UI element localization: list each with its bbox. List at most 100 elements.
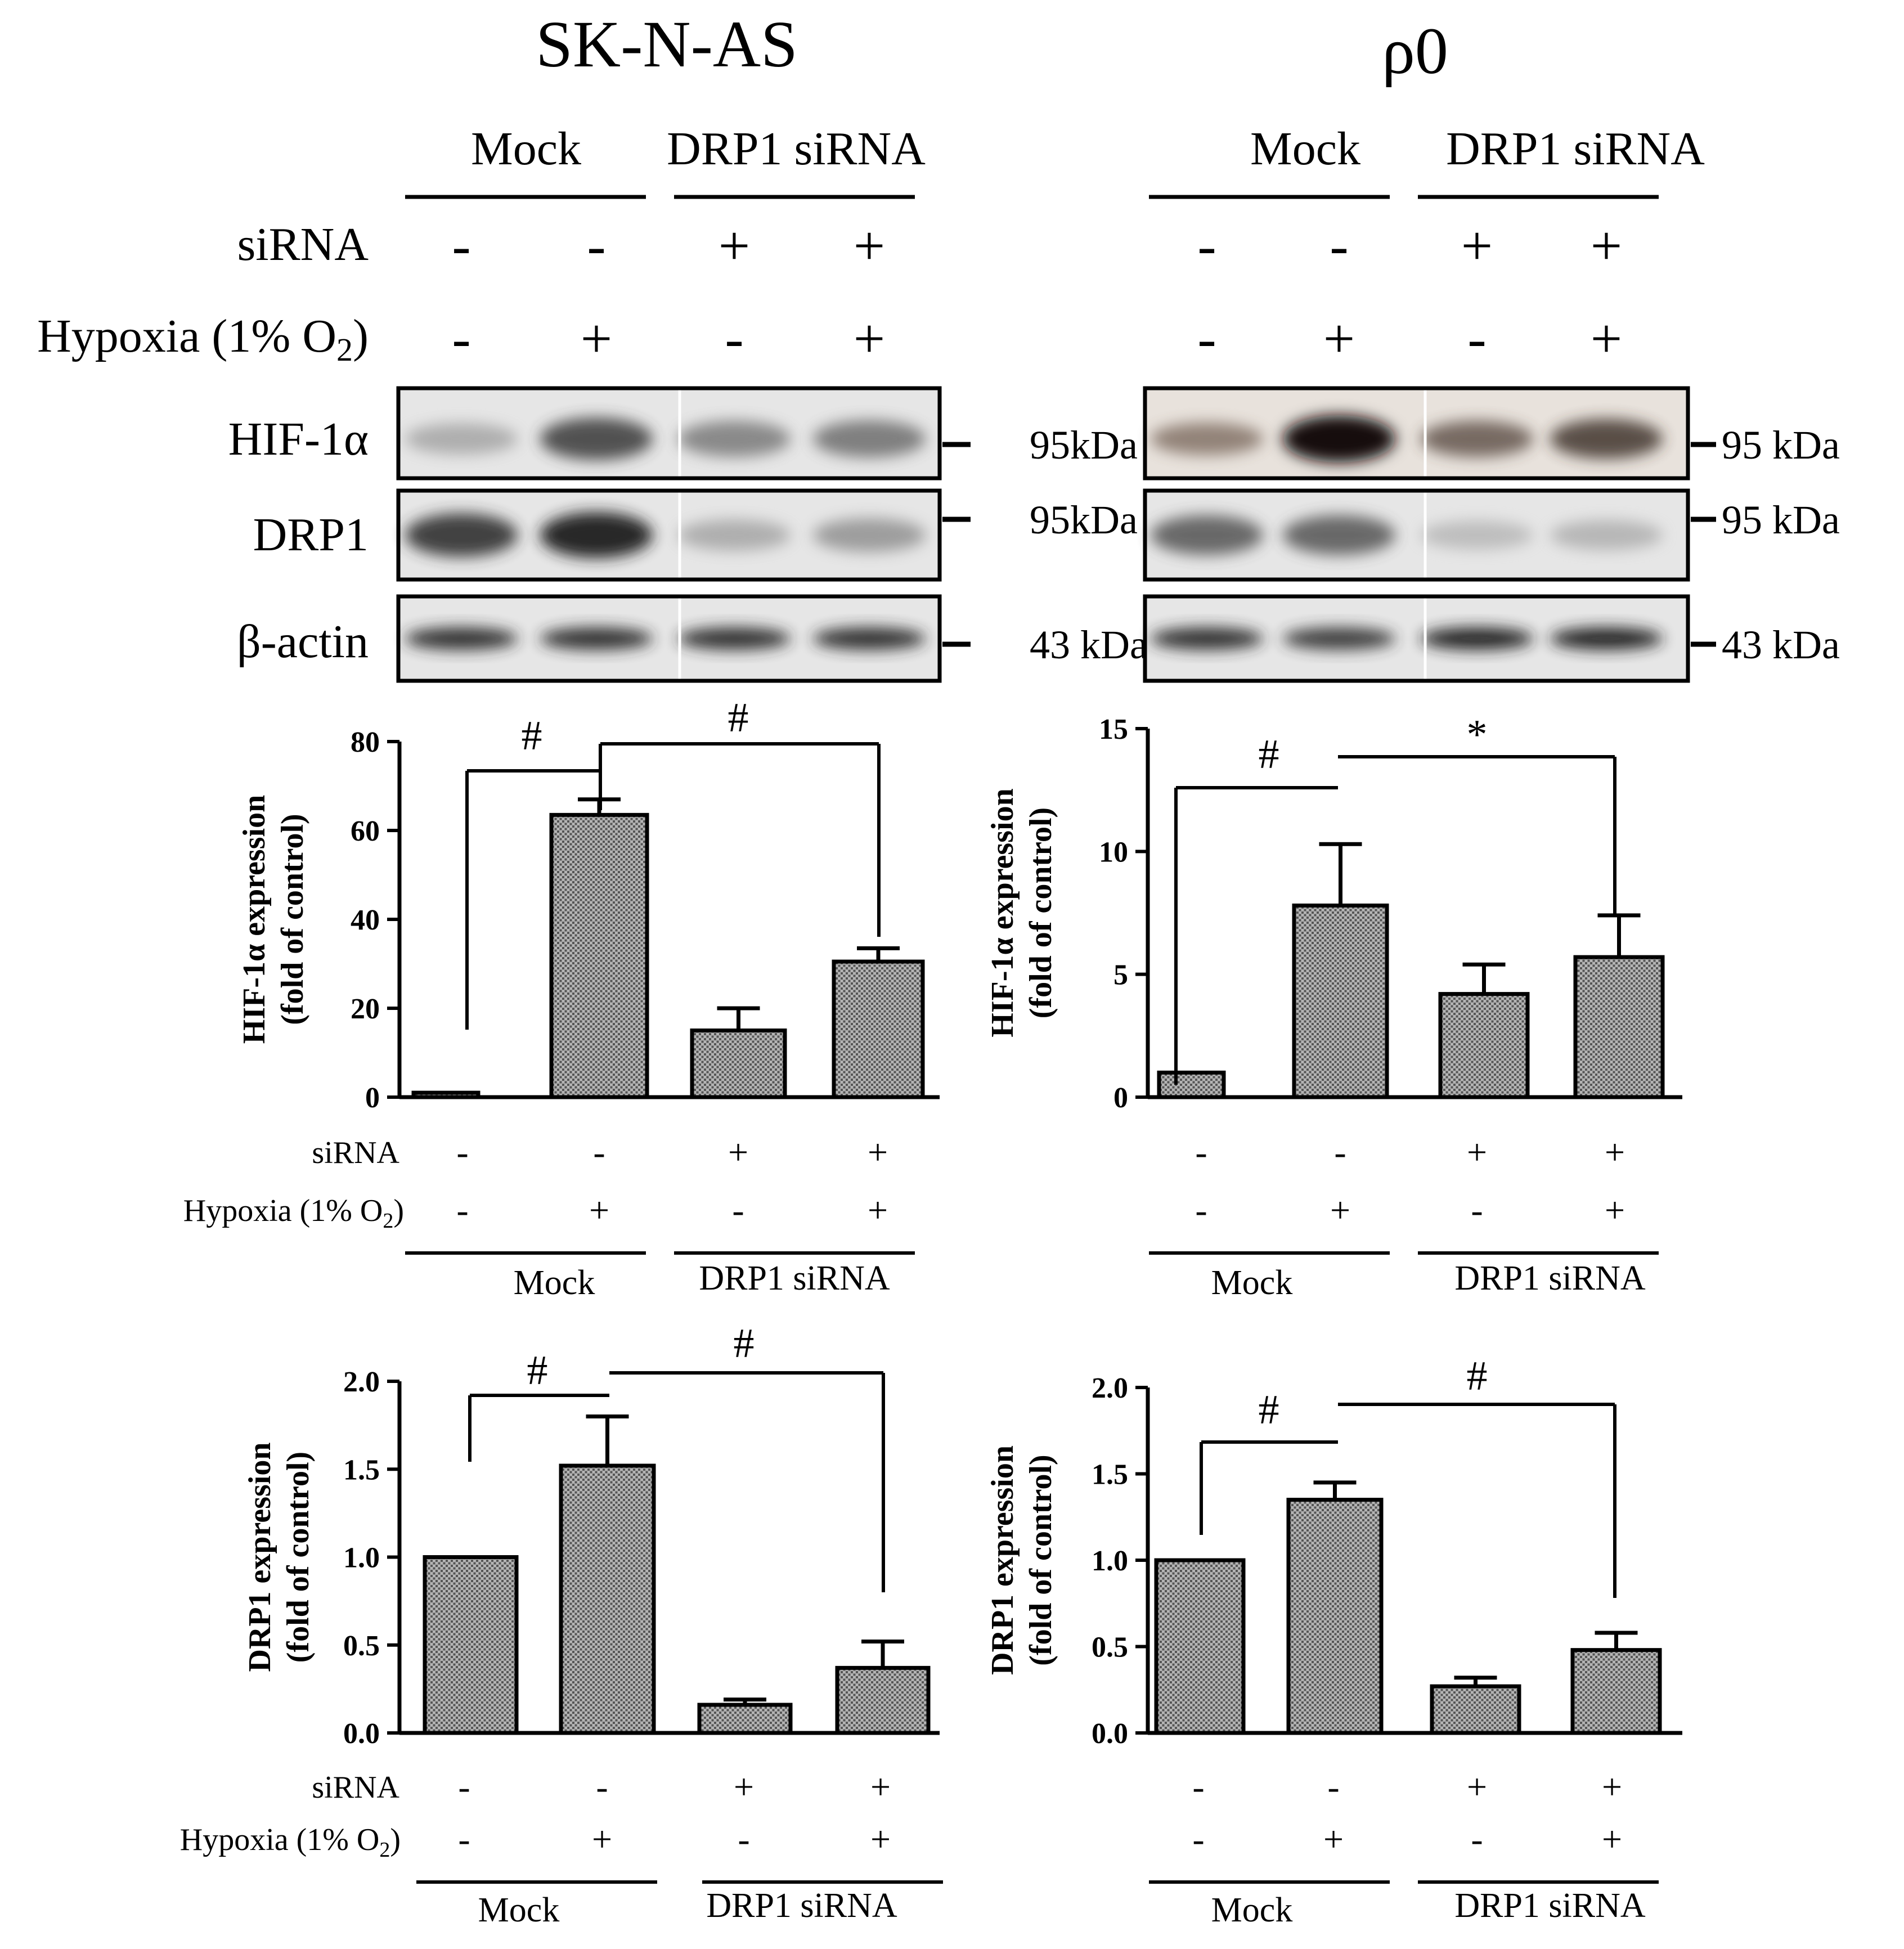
significance-bracket: * (1338, 712, 1616, 917)
chart-sirna-sign: + (1605, 1132, 1625, 1172)
chart-1: 0 20 40 60 80 HIF-1α expression (fold of contr… (183, 695, 940, 1302)
y-axis-label-line1: HIF-1α expression (985, 788, 1020, 1037)
blot-band (540, 512, 653, 558)
y-tick-label: 0 (365, 1082, 380, 1114)
significance-bracket: # (465, 713, 602, 1030)
chart-hypoxia-sign: - (738, 1819, 749, 1859)
group-label-mock: Mock (1250, 123, 1360, 175)
y-tick-label: 0.0 (1092, 1718, 1128, 1750)
chart-3: 0.0 0.5 1.0 1.5 2.0 DRP1 expression (fold of c… (180, 1321, 943, 1929)
hypoxia-suffix: ) (393, 1193, 404, 1228)
y-tick-label: 1.5 (343, 1454, 380, 1486)
chart-row-label-sirna: siRNA (312, 1770, 399, 1805)
blot-hypoxia-sign: + (1323, 307, 1355, 370)
blot-band (1421, 520, 1533, 550)
chart-sirna-sign: + (868, 1132, 888, 1172)
blot-panel: 95kDa DRP1 (253, 488, 1138, 582)
y-tick-label: 20 (351, 993, 380, 1025)
western-blots: 95kDa HIF-1α 95kDa DRP1 43 kDa β-actin 95 kDa 9… (228, 386, 1840, 683)
row-label-hypoxia: Hypoxia (1% O2) (37, 310, 369, 368)
y-axis-label: HIF-1α expression (fold of control) (985, 788, 1058, 1037)
blot-band (1283, 627, 1395, 650)
y-axis-label: HIF-1α expression (fold of control) (237, 795, 310, 1044)
blot-sirna-sign: + (719, 214, 750, 277)
y-axis-label-line2: (fold of control) (275, 814, 310, 1025)
group-label-drp1-sirna: DRP1 siRNA (1446, 123, 1705, 175)
blot-panel: 95 kDa (1143, 386, 1840, 480)
blot-frame (396, 594, 942, 683)
kda-label: 95 kDa (1722, 423, 1840, 468)
y-tick-label: 15 (1099, 713, 1128, 746)
y-axis-label: DRP1 expression (fold of control) (985, 1445, 1058, 1675)
band-label: DRP1 (253, 509, 369, 561)
blot-header-right: Mock DRP1 siRNA (1149, 123, 1705, 199)
blot-frame (1143, 594, 1690, 683)
blot-band (1283, 415, 1395, 462)
blot-sirna-sign: - (1197, 214, 1216, 277)
kda-label: 43 kDa (1722, 622, 1840, 667)
bar (1157, 1070, 1226, 1099)
blot-band (813, 518, 926, 552)
y-tick-label: 0 (1113, 1082, 1128, 1114)
chart-hypoxia-sign: + (1602, 1819, 1622, 1859)
group-label-mock: Mock (471, 123, 581, 175)
hypoxia-prefix: Hypoxia (1% O (180, 1822, 380, 1857)
bar (1438, 992, 1530, 1099)
bar (1573, 955, 1665, 1099)
band-label: β-actin (237, 616, 369, 668)
chart-hypoxia-sign: - (1195, 1190, 1207, 1230)
hypoxia-subscript: 2 (336, 331, 353, 368)
chart-hypoxia-sign: + (868, 1190, 888, 1230)
bar (411, 1090, 481, 1099)
group-label-drp1-sirna: DRP1 siRNA (1454, 1887, 1646, 1925)
blot-band (1151, 423, 1263, 455)
significance-label: # (1467, 1353, 1488, 1399)
chart-sirna-sign: - (458, 1767, 470, 1807)
blot-band (1421, 627, 1533, 650)
y-tick-label: 0.5 (1092, 1632, 1128, 1664)
y-tick-label: 60 (351, 815, 380, 847)
blot-hypoxia-sign: + (581, 307, 612, 370)
chart-sirna-sign: - (1192, 1767, 1204, 1807)
chart-2: 0 5 10 15 HIF-1α expression (fold of control)… (985, 712, 1682, 1302)
blot-panel: 43 kDa β-actin (237, 594, 1148, 683)
blot-band (1421, 420, 1533, 457)
bar (549, 812, 649, 1099)
blot-band (405, 423, 518, 455)
group-label-mock: Mock (1211, 1264, 1293, 1302)
blot-sirna-sign: - (587, 214, 605, 277)
bar (1286, 1498, 1384, 1735)
chart-hypoxia-sign: + (592, 1819, 612, 1859)
group-label-mock: Mock (514, 1264, 595, 1302)
kda-label: 43 kDa (1030, 622, 1148, 667)
blot-band (1550, 520, 1663, 550)
significance-bracket: # (1200, 1387, 1338, 1535)
chart-hypoxia-sign: - (1471, 1819, 1483, 1859)
y-tick-label: 1.0 (1092, 1545, 1128, 1577)
chart-hypoxia-sign: - (1192, 1819, 1204, 1859)
y-tick-label: 1.5 (1092, 1459, 1128, 1491)
blot-band (678, 420, 791, 457)
kda-label: 95kDa (1030, 497, 1138, 542)
hypoxia-subscript: 2 (379, 1838, 390, 1862)
significance-label: # (1259, 1387, 1279, 1433)
blot-hypoxia-sign: - (1467, 307, 1486, 370)
y-tick-label: 5 (1113, 959, 1128, 991)
y-tick-label: 2.0 (1092, 1372, 1128, 1404)
chart-hypoxia-sign: - (1471, 1190, 1483, 1230)
chart-hypoxia-sign: + (870, 1819, 891, 1859)
bar (559, 1463, 656, 1735)
group-label-drp1-sirna: DRP1 siRNA (1454, 1259, 1646, 1297)
group-label-drp1-sirna: DRP1 siRNA (699, 1259, 890, 1297)
y-axis-label-line2: (fold of control) (1023, 1454, 1058, 1665)
significance-bracket: # (468, 1348, 609, 1462)
blot-frame (1143, 488, 1690, 582)
chart-sirna-sign: + (1467, 1767, 1487, 1807)
significance-label: # (734, 1321, 755, 1367)
bar (1154, 1558, 1246, 1735)
y-axis-label-line2: (fold of control) (281, 1452, 316, 1663)
significance-label: # (527, 1348, 548, 1394)
bar (835, 1665, 931, 1735)
blot-header-left: Mock DRP1 siRNA (405, 123, 926, 199)
